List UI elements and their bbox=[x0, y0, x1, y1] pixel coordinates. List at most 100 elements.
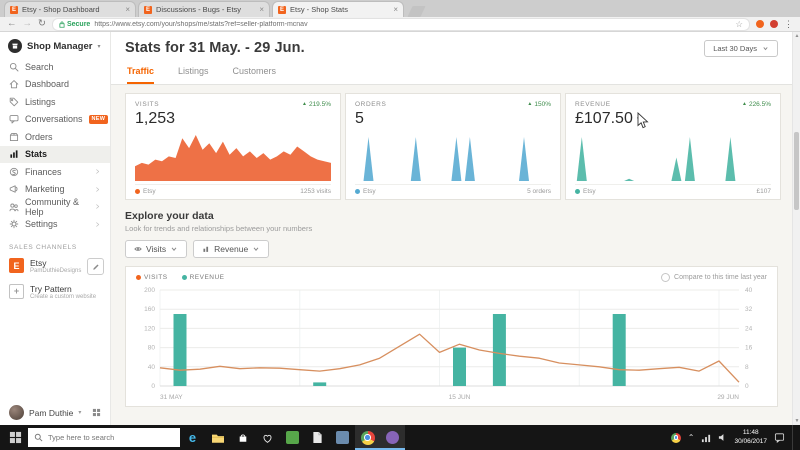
edit-shop-button[interactable] bbox=[87, 258, 105, 275]
scroll-thumb[interactable] bbox=[794, 132, 799, 210]
chart-legend: VISITS REVENUE bbox=[136, 274, 225, 281]
tab-close-icon[interactable]: × bbox=[393, 5, 398, 14]
card-value-text: 5 bbox=[355, 110, 364, 127]
tray-expand-icon[interactable]: ⌃ bbox=[687, 433, 695, 442]
sidebar-item-finances[interactable]: Finances bbox=[0, 163, 110, 181]
svg-text:40: 40 bbox=[148, 364, 156, 371]
network-icon[interactable] bbox=[701, 433, 711, 443]
taskbar-app-blue-app[interactable] bbox=[330, 425, 355, 450]
compare-toggle[interactable]: Compare to this time last year bbox=[661, 273, 767, 282]
explore-combo-chart[interactable]: 0 40 80 120 160 200 0 8 16 24 32 40 31 MAY 15 JUN 29 J… bbox=[136, 284, 767, 402]
tab-close-icon[interactable]: × bbox=[125, 5, 130, 14]
card-header: VISITS ▲ 219.5% bbox=[135, 101, 331, 108]
new-tab-button[interactable] bbox=[407, 6, 426, 17]
sidebar-item-label: Settings bbox=[25, 219, 58, 230]
taskbar-clock[interactable]: 11:48 30/06/2017 bbox=[734, 429, 767, 447]
sales-channel-etsy[interactable]: E Etsy PamDuthieDesigns bbox=[0, 254, 110, 280]
scroll-up-icon[interactable]: ▲ bbox=[794, 33, 800, 39]
sidebar-item-marketing[interactable]: Marketing bbox=[0, 181, 110, 199]
sidebar-item-search[interactable]: Search bbox=[0, 58, 110, 76]
value-caret-icon[interactable]: ▾ bbox=[636, 116, 641, 123]
legend-visits: VISITS bbox=[136, 274, 168, 281]
shop-manager-sidebar: Shop Manager ▾ Search Dashboard Listings Co… bbox=[0, 32, 111, 425]
browser-tab[interactable]: E Discussions - Bugs - Etsy × bbox=[138, 1, 270, 17]
sidebar-item-conversations[interactable]: Conversations NEW bbox=[0, 111, 110, 129]
revenue-selector[interactable]: Revenue bbox=[193, 240, 270, 258]
sidebar-item-dashboard[interactable]: Dashboard bbox=[0, 76, 110, 94]
taskbar-app-file-explorer[interactable] bbox=[205, 425, 230, 450]
stats-page: Stats for 31 May. - 29 Jun. Last 30 Days… bbox=[111, 32, 792, 425]
sidebar-item-community-help[interactable]: Community & Help bbox=[0, 197, 110, 217]
sidebar-item-listings[interactable]: Listings bbox=[0, 93, 110, 111]
shop-manager-header[interactable]: Shop Manager ▾ bbox=[0, 32, 110, 58]
sidebar-item-label: Dashboard bbox=[25, 79, 70, 90]
sidebar-item-orders[interactable]: Orders bbox=[0, 128, 110, 146]
sales-channel-try-pattern[interactable]: + Try Pattern Create a custom website bbox=[0, 280, 110, 306]
revenue-card[interactable]: REVENUE ▲ 226.5% £107.50 ▾ Etsy £107 bbox=[565, 93, 781, 200]
delta-up-icon: ▲ bbox=[527, 101, 533, 107]
delta-value: 150% bbox=[534, 101, 551, 108]
visits-selector[interactable]: Visits bbox=[125, 240, 188, 258]
delta-value: 226.5% bbox=[748, 101, 771, 108]
user-account-row[interactable]: Pam Duthie ▾ bbox=[0, 405, 110, 420]
browser-viewport: Shop Manager ▾ Search Dashboard Listings Co… bbox=[0, 32, 800, 425]
browser-tab[interactable]: E Etsy - Shop Dashboard × bbox=[4, 1, 136, 17]
action-center-icon[interactable] bbox=[774, 432, 785, 443]
sidebar-item-settings[interactable]: Settings bbox=[0, 216, 110, 234]
forward-icon[interactable]: → bbox=[22, 18, 33, 30]
start-button[interactable] bbox=[2, 425, 28, 450]
card-value[interactable]: £107.50 ▾ bbox=[575, 110, 771, 128]
channel-subtitle: PamDuthieDesigns bbox=[30, 268, 82, 275]
tab-close-icon[interactable]: × bbox=[259, 5, 264, 14]
bookmark-star-icon[interactable]: ☆ bbox=[735, 18, 743, 29]
user-avatar bbox=[9, 405, 24, 420]
browser-menu-icon[interactable]: ⋮ bbox=[784, 18, 793, 29]
svg-text:31 MAY: 31 MAY bbox=[160, 394, 183, 401]
page-title: Stats for 31 May. - 29 Jun. bbox=[125, 40, 305, 56]
visits-card[interactable]: VISITS ▲ 219.5% 1,253 Etsy 1253 visits bbox=[125, 93, 341, 200]
legend-dot-icon bbox=[181, 275, 187, 280]
taskbar-app-chrome[interactable] bbox=[355, 425, 380, 450]
card-footer: Etsy £107 bbox=[575, 184, 771, 195]
taskbar-app-heart-app[interactable] bbox=[255, 425, 280, 450]
compare-radio-icon[interactable] bbox=[661, 273, 671, 282]
taskbar-app-store[interactable] bbox=[230, 425, 255, 450]
show-desktop-button[interactable] bbox=[792, 425, 797, 450]
refresh-icon[interactable]: ↻ bbox=[38, 18, 46, 30]
tab-listings[interactable]: Listings bbox=[178, 66, 209, 76]
windows-taskbar: Type here to search e ⌃ 11:48 30/06/2017 bbox=[0, 425, 800, 450]
taskbar-app-document-app[interactable] bbox=[305, 425, 330, 450]
taskbar-app-purple-app[interactable] bbox=[380, 425, 405, 450]
shop-manager-label: Shop Manager bbox=[27, 40, 93, 52]
tab-customers[interactable]: Customers bbox=[232, 66, 277, 76]
selector-label: Revenue bbox=[214, 244, 249, 254]
brand-dot-icon bbox=[575, 189, 580, 194]
extension-icon-orange[interactable] bbox=[756, 20, 764, 28]
url-bar[interactable]: Secure https://www.etsy.com/your/shops/m… bbox=[51, 17, 750, 31]
svg-text:29 JUN: 29 JUN bbox=[717, 394, 739, 401]
etsy-shop-manager-logo bbox=[8, 39, 22, 53]
url-text: https://www.etsy.com/your/shops/me/stats… bbox=[94, 20, 308, 28]
channel-name: Try Pattern bbox=[30, 283, 72, 294]
page-scrollbar[interactable]: ▲ ▼ bbox=[792, 32, 800, 425]
apps-grid-icon[interactable] bbox=[92, 408, 101, 417]
date-range-button[interactable]: Last 30 Days bbox=[704, 40, 778, 57]
extension-icon-red[interactable] bbox=[770, 20, 778, 28]
secure-indicator[interactable]: Secure bbox=[59, 21, 90, 28]
sidebar-item-stats[interactable]: Stats bbox=[0, 145, 110, 163]
legend-label: VISITS bbox=[144, 274, 168, 281]
tab-traffic[interactable]: Traffic bbox=[127, 66, 155, 84]
card-value-text: £107.50 bbox=[575, 110, 633, 127]
tray-chrome-icon[interactable] bbox=[670, 432, 681, 443]
volume-icon[interactable] bbox=[718, 433, 727, 442]
orders-card[interactable]: ORDERS ▲ 150% 5 Etsy 5 orders bbox=[345, 93, 561, 200]
taskbar-app-green-app[interactable] bbox=[280, 425, 305, 450]
taskbar-app-edge[interactable]: e bbox=[188, 430, 197, 445]
sidebar-item-label: Finances bbox=[25, 166, 62, 177]
browser-tab[interactable]: E Etsy - Shop Stats × bbox=[272, 1, 404, 17]
svg-text:24: 24 bbox=[745, 325, 753, 332]
scroll-down-icon[interactable]: ▼ bbox=[794, 418, 800, 424]
taskbar-search-input[interactable]: Type here to search bbox=[28, 428, 180, 447]
search-placeholder: Type here to search bbox=[48, 433, 115, 442]
back-icon[interactable]: ← bbox=[7, 18, 17, 30]
